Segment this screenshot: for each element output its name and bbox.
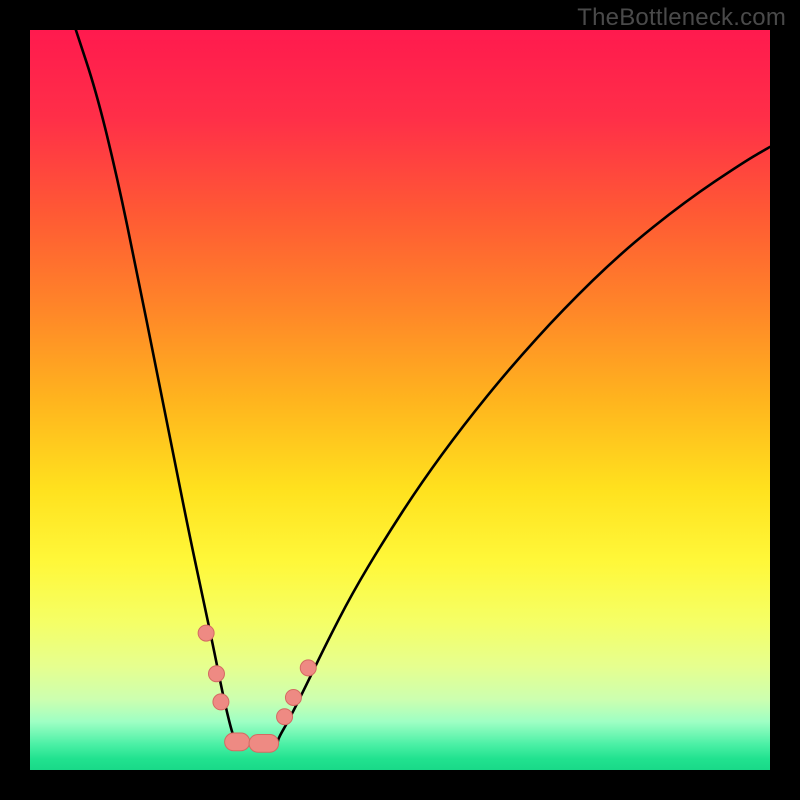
marker-pill (249, 734, 279, 752)
marker-dot (285, 689, 301, 705)
plot-background (30, 30, 770, 770)
chart-root: TheBottleneck.com (0, 0, 800, 800)
marker-dot (198, 625, 214, 641)
marker-pill (225, 733, 250, 751)
marker-dot (277, 709, 293, 725)
marker-dot (208, 666, 224, 682)
watermark-text: TheBottleneck.com (577, 4, 786, 32)
marker-dot (300, 660, 316, 676)
chart-svg (0, 0, 800, 800)
marker-dot (213, 694, 229, 710)
